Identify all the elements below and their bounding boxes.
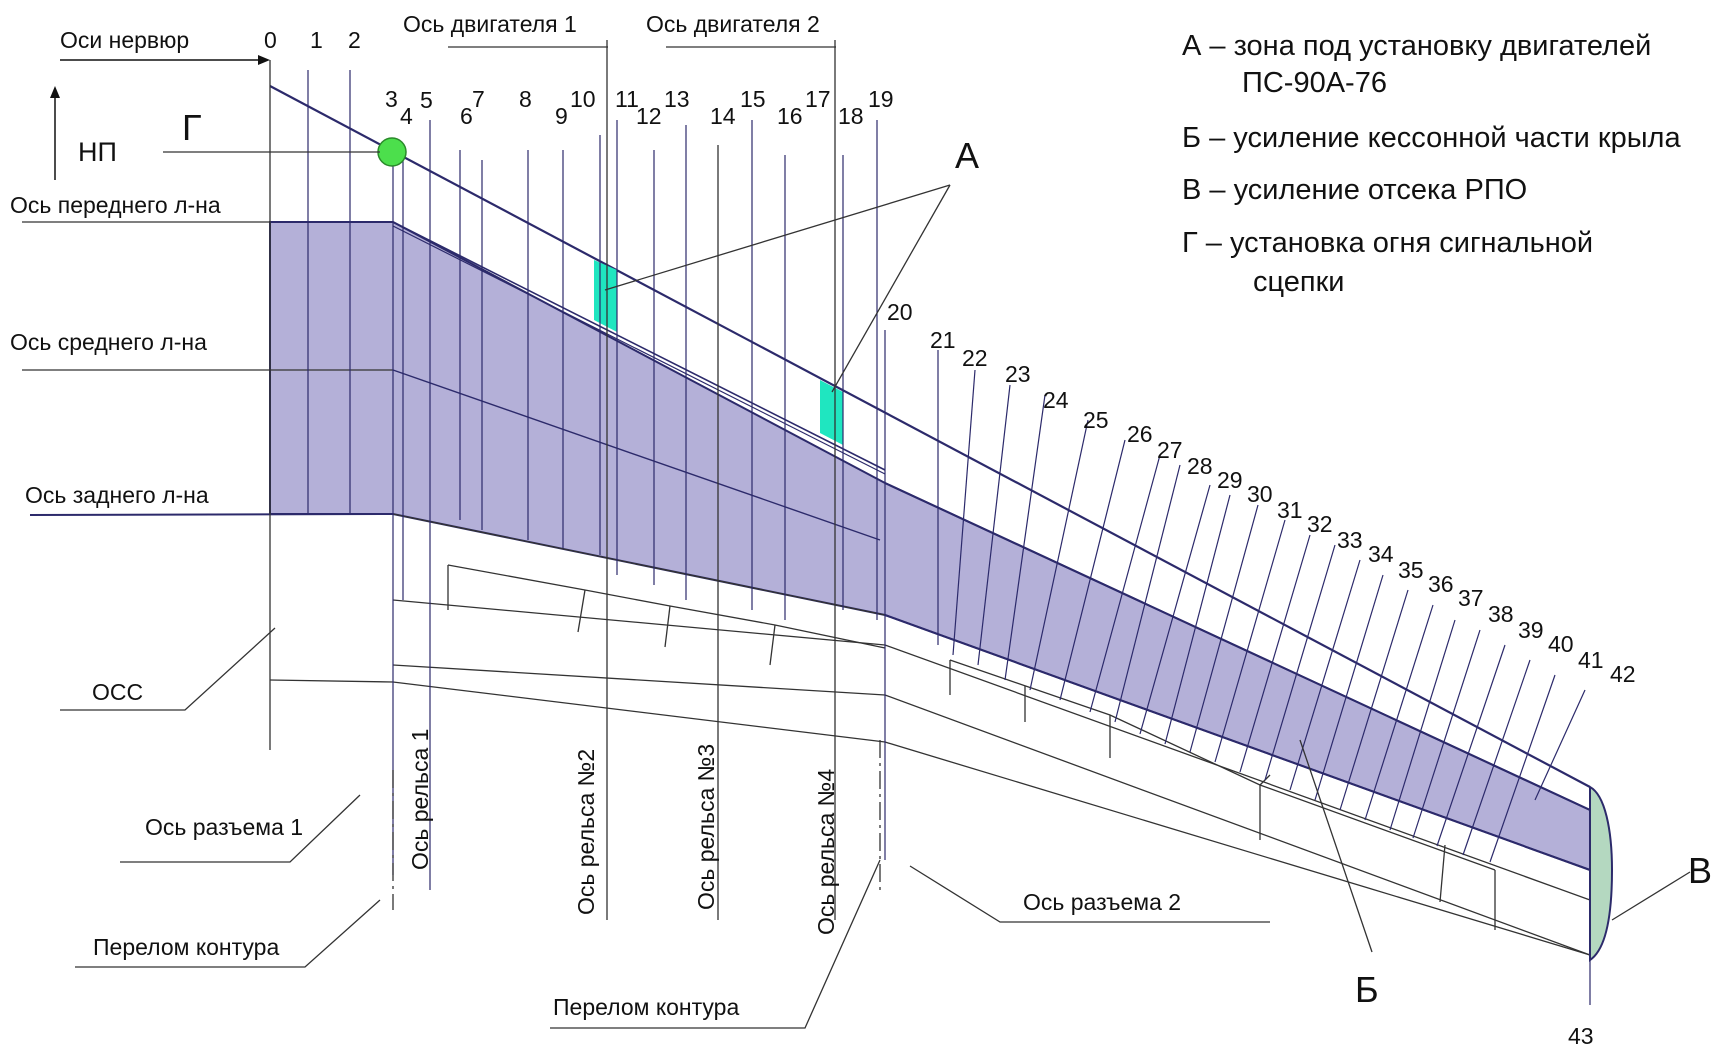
rib-number: 22 — [962, 345, 988, 371]
rpo-region — [1589, 785, 1614, 962]
rib-number: 24 — [1043, 387, 1069, 413]
contour-break-2-label: Перелом контура — [553, 994, 739, 1020]
rib-number: 43 — [1568, 1023, 1594, 1048]
legend-a-line1: А – зона под установку двигателей — [1182, 30, 1651, 62]
rail-axis-1-label: Ось рельса 1 — [407, 729, 433, 870]
rib-number: 41 — [1578, 647, 1604, 673]
middle-spar-label: Ось среднего л-на — [10, 329, 207, 355]
rib-number: 36 — [1428, 571, 1454, 597]
rib-number: 15 — [740, 86, 766, 112]
rib-number: 32 — [1307, 511, 1333, 537]
rib-number: 6 — [460, 103, 473, 129]
rib-number: 19 — [868, 86, 894, 112]
rib-number: 28 — [1187, 453, 1213, 479]
rib-number: 11 — [615, 86, 639, 112]
rib-number: 8 — [519, 86, 532, 112]
legend-a-line2: ПС-90А-76 — [1242, 67, 1387, 99]
rib-number: 17 — [805, 86, 831, 112]
letter-v: В — [1688, 850, 1712, 891]
front-spar-label: Ось переднего л-на — [10, 192, 221, 218]
letter-a: А — [955, 135, 979, 176]
rib-axes-label: Оси нервюр — [60, 27, 189, 53]
rib-number: 34 — [1368, 541, 1394, 567]
rib-number: 5 — [420, 87, 433, 113]
legend: А – зона под установку двигателей ПС-90А… — [1182, 30, 1681, 298]
rib-number: 25 — [1083, 407, 1109, 433]
rib-number: 12 — [636, 103, 662, 129]
letter-b: Б — [1355, 969, 1379, 1010]
rail-axis-4-label: Ось рельса №4 — [813, 769, 839, 935]
rib-number: 26 — [1127, 421, 1153, 447]
flight-direction-arrow — [50, 86, 60, 180]
rib-number: 39 — [1518, 617, 1544, 643]
rib-number: 29 — [1217, 467, 1243, 493]
wing-outline — [29, 85, 1591, 956]
rib-lines — [269, 40, 1591, 1005]
legend-g-line1: Г – установка огня сигнальной — [1182, 227, 1593, 259]
rib-number: 23 — [1005, 361, 1031, 387]
flight-direction-label: НП — [78, 137, 117, 167]
rib-number: 31 — [1277, 497, 1303, 523]
rear-spar-label: Ось заднего л-на — [25, 482, 209, 508]
rib-number: 10 — [570, 86, 596, 112]
rib-number: 9 — [555, 103, 568, 129]
joint-1-label: Ось разъема 1 — [145, 814, 303, 840]
callout-leaders — [60, 184, 1691, 1029]
rail-axis-2-label: Ось рельса №2 — [573, 749, 599, 915]
rib-number: 4 — [400, 103, 413, 129]
engine-axis-2-label: Ось двигателя 2 — [646, 11, 820, 37]
engine-zone-2 — [820, 380, 843, 445]
rib-axes-arrow — [60, 55, 270, 65]
rib-number: 3 — [385, 86, 398, 112]
rib-number: 40 — [1548, 631, 1574, 657]
rib-number: 21 — [930, 327, 956, 353]
rib-number: 0 — [264, 27, 277, 53]
oss-label: ОСС — [92, 679, 143, 705]
contour-break-1-label: Перелом контура — [93, 934, 279, 960]
rib-number: 7 — [472, 86, 485, 112]
rib-number: 18 — [838, 103, 864, 129]
engine-axis-1-label: Ось двигателя 1 — [403, 11, 577, 37]
rib-numbers: 0 1 2 3 4 5 6 7 8 9 10 11 12 13 14 15 16… — [264, 27, 1636, 1048]
rib-number: 20 — [887, 299, 913, 325]
rib-number: 35 — [1398, 557, 1424, 583]
rib-number: 30 — [1247, 481, 1273, 507]
tow-light-marker — [377, 137, 407, 167]
rib-number: 42 — [1610, 661, 1636, 687]
letter-g: Г — [182, 107, 202, 148]
rib-number: 16 — [777, 103, 803, 129]
rib-number: 2 — [348, 27, 361, 53]
rib-number: 37 — [1458, 585, 1484, 611]
rib-number: 1 — [310, 27, 323, 53]
legend-g-line2: сцепки — [1253, 266, 1345, 298]
rib-number: 27 — [1157, 437, 1183, 463]
rib-number: 33 — [1337, 527, 1363, 553]
rib-number: 14 — [710, 103, 736, 129]
legend-v: В – усиление отсека РПО — [1182, 174, 1527, 206]
legend-b: Б – усиление кессонной части крыла — [1182, 122, 1681, 154]
joint-2-label: Ось разъема 2 — [1023, 889, 1181, 915]
rail-axis-3-label: Ось рельса №3 — [693, 744, 719, 910]
engine-zone-1 — [594, 260, 617, 332]
rib-number: 38 — [1488, 601, 1514, 627]
rib-number: 13 — [664, 86, 690, 112]
